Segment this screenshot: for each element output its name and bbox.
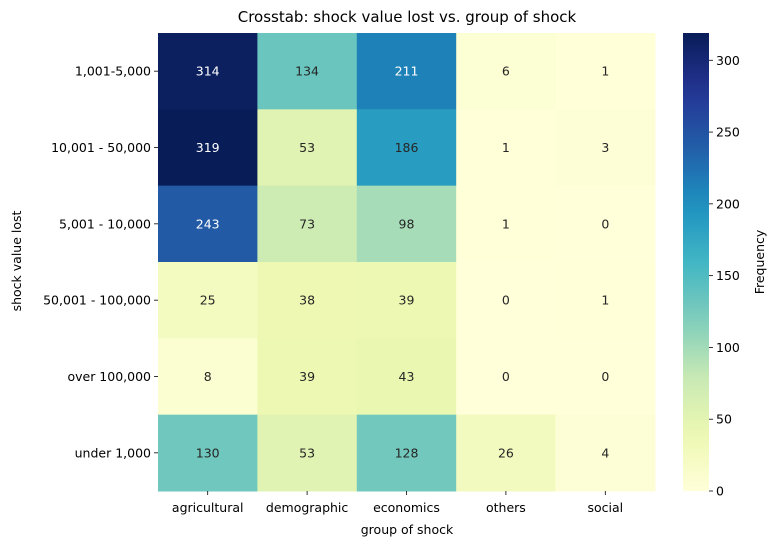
x-tick-label: agricultural <box>172 500 244 515</box>
x-axis-label: group of shock <box>361 522 454 537</box>
heatmap-cell-labels: 314 134 211 6 1 319 53 186 1 3 243 73 98 1 0 25 38 39 0 1 8 3… <box>196 64 610 461</box>
cell-value-label: 38 <box>299 293 315 308</box>
colorbar <box>683 33 709 491</box>
cell-value-label: 6 <box>502 64 510 79</box>
cell-value-label: 130 <box>196 445 220 460</box>
heatmap-cell <box>257 262 358 339</box>
y-tick-label: over 100,000 <box>67 369 151 384</box>
heatmap-cell <box>356 33 457 110</box>
cell-value-label: 39 <box>299 369 315 384</box>
x-tick-label: social <box>587 500 623 515</box>
cell-value-label: 8 <box>204 369 212 384</box>
heatmap-cell <box>456 185 557 263</box>
y-tick-label: under 1,000 <box>75 445 151 460</box>
colorbar-tick-label: 100 <box>716 340 740 355</box>
heatmap-cell <box>456 414 557 492</box>
cell-value-label: 186 <box>395 140 419 155</box>
heatmap-cell <box>456 262 557 339</box>
cell-value-label: 0 <box>502 293 510 308</box>
cell-value-label: 0 <box>601 369 609 384</box>
colorbar-label: Frequency <box>752 229 767 294</box>
y-tick-label: 1,001-5,000 <box>75 64 151 79</box>
cell-value-label: 1 <box>601 293 609 308</box>
x-tick-label: others <box>486 500 526 515</box>
heatmap-cell <box>158 185 258 263</box>
heatmap-cell <box>257 185 358 263</box>
x-axis-ticks: agricultural demographic economics others so… <box>172 491 623 515</box>
colorbar-tick-label: 150 <box>716 268 740 283</box>
cell-value-label: 98 <box>399 216 415 231</box>
heatmap-cell <box>555 109 656 187</box>
heatmap-cell <box>257 414 358 492</box>
heatmap-cell <box>555 414 656 492</box>
cell-value-label: 1 <box>601 64 609 79</box>
colorbar-tick-label: 200 <box>716 196 740 211</box>
cell-value-label: 26 <box>498 445 514 460</box>
cell-value-label: 1 <box>502 216 510 231</box>
cell-value-label: 0 <box>502 369 510 384</box>
cell-value-label: 39 <box>399 293 415 308</box>
cell-value-label: 73 <box>299 216 315 231</box>
heatmap-cell <box>456 338 557 416</box>
heatmap-cell <box>158 338 258 416</box>
heatmap-cell <box>555 338 656 416</box>
cell-value-label: 53 <box>299 140 315 155</box>
heatmap-cell <box>158 109 258 187</box>
heatmap-cell <box>257 33 358 110</box>
y-tick-label: 5,001 - 10,000 <box>59 216 151 231</box>
x-tick-label: demographic <box>266 500 349 515</box>
heatmap-cell <box>555 185 656 263</box>
heatmap-cell <box>257 338 358 416</box>
heatmap-cell <box>158 33 258 110</box>
colorbar-tick-label: 300 <box>716 53 740 68</box>
colorbar-ticks: 0 50 100 150 200 250 300 <box>709 53 740 499</box>
cell-value-label: 211 <box>395 64 419 79</box>
cell-value-label: 134 <box>295 64 319 79</box>
cell-value-label: 53 <box>299 445 315 460</box>
heatmap-cells <box>158 33 656 492</box>
y-axis-label: shock value lost <box>9 210 24 311</box>
heatmap-cell <box>158 262 258 339</box>
cell-value-label: 1 <box>502 140 510 155</box>
heatmap-cell <box>356 185 457 263</box>
cell-value-label: 25 <box>200 293 216 308</box>
heatmap-cell <box>555 262 656 339</box>
heatmap-cell <box>456 109 557 187</box>
cell-value-label: 314 <box>196 64 220 79</box>
colorbar-tick-label: 0 <box>716 484 724 499</box>
heatmap-cell <box>356 109 457 187</box>
heatmap-cell <box>257 109 358 187</box>
cell-value-label: 43 <box>399 369 415 384</box>
heatmap-cell <box>356 414 457 492</box>
y-tick-label: 10,001 - 50,000 <box>51 140 151 155</box>
cell-value-label: 3 <box>601 140 609 155</box>
y-tick-label: 50,001 - 100,000 <box>43 293 151 308</box>
cell-value-label: 319 <box>196 140 220 155</box>
colorbar-tick-label: 50 <box>716 412 732 427</box>
colorbar-tick-label: 250 <box>716 125 740 140</box>
chart-title: Crosstab: shock value lost vs. group of … <box>238 8 577 26</box>
heatmap-cell <box>555 33 656 110</box>
heatmap-cell <box>158 414 258 492</box>
heatmap-cell <box>456 33 557 110</box>
cell-value-label: 128 <box>395 445 419 460</box>
cell-value-label: 0 <box>601 216 609 231</box>
cell-value-label: 4 <box>601 445 609 460</box>
heatmap-cell <box>356 338 457 416</box>
x-tick-label: economics <box>373 500 440 515</box>
y-axis-ticks: 1,001-5,000 10,001 - 50,000 5,001 - 10,000… <box>43 64 158 460</box>
cell-value-label: 243 <box>196 216 220 231</box>
heatmap-cell <box>356 262 457 339</box>
